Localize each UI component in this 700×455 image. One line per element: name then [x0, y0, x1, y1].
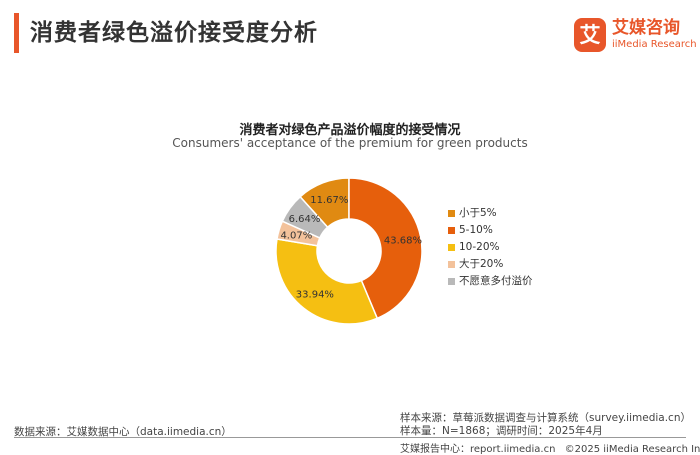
logo-chinese-name: 艾媒咨询 [612, 18, 680, 38]
legend-swatch [448, 227, 455, 234]
brand-logo: 艾 艾媒咨询 iiMedia Research [574, 18, 697, 54]
legend-label: 大于20% [459, 258, 504, 270]
logo-mark-icon: 艾 [574, 18, 606, 52]
chart-title: 消费者对绿色产品溢价幅度的接受情况 [239, 123, 461, 138]
footer-divider [14, 437, 686, 438]
donut-slice-2 [275, 238, 379, 325]
slice-label-1: 43.68% [384, 236, 422, 247]
slice-label-4: 6.64% [289, 214, 321, 225]
slice-label-2: 33.94% [296, 290, 334, 301]
slice-label-0: 11.67% [310, 195, 348, 206]
page-title: 消费者绿色溢价接受度分析 [30, 20, 318, 46]
data-source: 数据来源：艾媒数据中心（data.iimedia.cn） [14, 426, 232, 438]
report-center-link[interactable]: 艾媒报告中心：report.iimedia.cn [400, 444, 556, 455]
slice-label-3: 4.07% [280, 231, 312, 242]
sample-size: 样本量：N=1868；调研时间：2025年4月 [400, 425, 603, 437]
title-accent-bar [14, 13, 19, 53]
legend-label: 10-20% [459, 241, 500, 253]
legend-swatch [448, 244, 455, 251]
sample-source: 样本来源：草莓派数据调查与计算系统（survey.iimedia.cn） [400, 412, 691, 424]
bottom-bar: 艾媒报告中心：report.iimedia.cn ©2025 iiMedia R… [400, 440, 700, 455]
copyright: ©2025 iiMedia Research Inc [564, 444, 700, 455]
chart-subtitle: Consumers' acceptance of the premium for… [172, 136, 528, 150]
donut-slice-1 [348, 177, 423, 320]
logo-english-name: iiMedia Research [612, 39, 697, 50]
sample-info: 样本来源：草莓派数据调查与计算系统（survey.iimedia.cn） 样本量… [400, 412, 691, 438]
legend-label: 不愿意多付溢价 [459, 275, 533, 287]
legend-label: 5-10% [459, 224, 493, 236]
donut-slice-4 [281, 195, 329, 239]
legend-label: 小于5% [459, 207, 497, 219]
legend-swatch [448, 210, 455, 217]
legend-swatch [448, 278, 455, 285]
legend-swatch [448, 261, 455, 268]
